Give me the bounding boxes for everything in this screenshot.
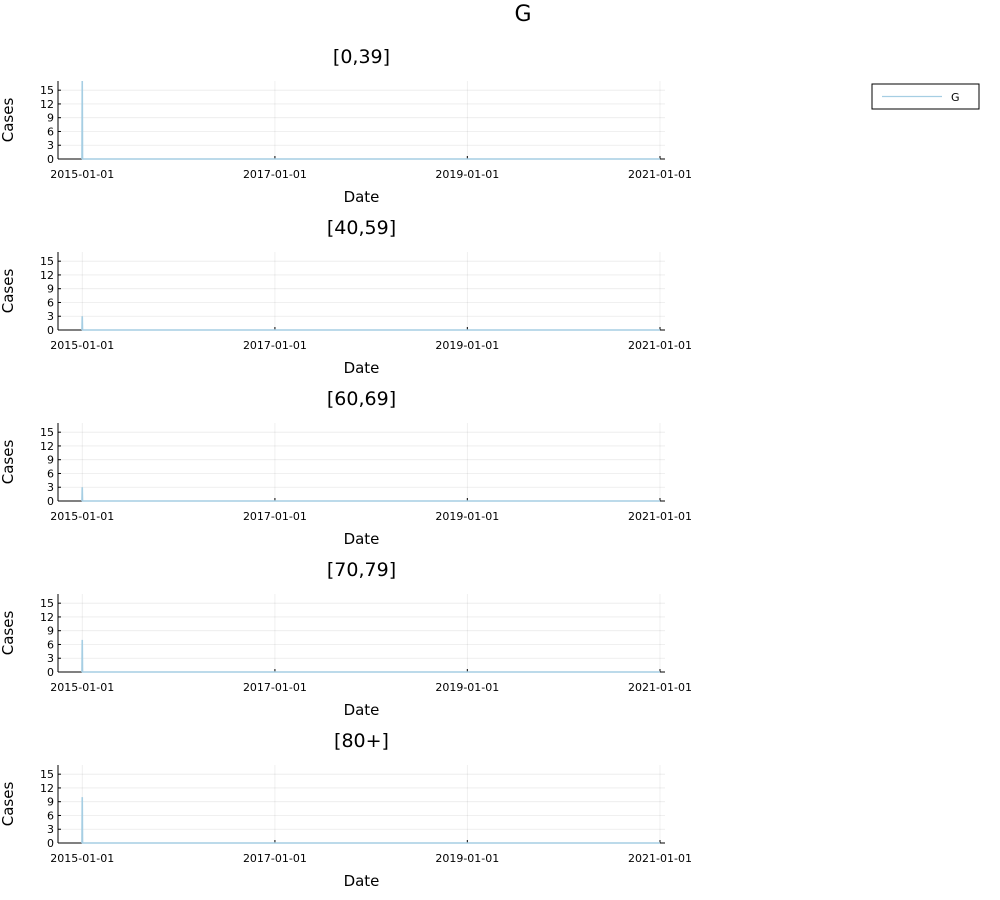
y-tick-label: 15 [40, 426, 54, 439]
subplot-title: [40,59] [327, 217, 396, 239]
y-axis-label: Cases [0, 440, 17, 485]
y-tick-label: 3 [47, 310, 54, 323]
x-tick-label: 2019-01-01 [435, 339, 499, 352]
y-tick-label: 0 [47, 666, 54, 679]
x-axis-label: Date [344, 359, 380, 377]
y-tick-label: 15 [40, 255, 54, 268]
y-tick-label: 12 [40, 611, 54, 624]
series-line [81, 487, 660, 502]
y-tick-label: 6 [47, 638, 54, 651]
y-tick-label: 3 [47, 481, 54, 494]
y-tick-label: 12 [40, 269, 54, 282]
y-tick-label: 15 [40, 84, 54, 97]
y-tick-label: 3 [47, 652, 54, 665]
y-tick-label: 3 [47, 823, 54, 836]
x-tick-label: 2017-01-01 [243, 852, 307, 865]
y-tick-label: 6 [47, 467, 54, 480]
x-tick-label: 2019-01-01 [435, 681, 499, 694]
x-tick-label: 2019-01-01 [435, 510, 499, 523]
y-tick-label: 6 [47, 809, 54, 822]
x-tick-label: 2021-01-01 [628, 510, 692, 523]
x-tick-label: 2021-01-01 [628, 339, 692, 352]
legend: G [871, 83, 980, 110]
y-tick-label: 9 [47, 625, 54, 638]
x-axis-label: Date [344, 188, 380, 206]
y-axis-label: Cases [0, 98, 17, 143]
y-tick-label: 12 [40, 782, 54, 795]
x-tick-label: 2015-01-01 [50, 681, 114, 694]
y-tick-label: 0 [47, 837, 54, 850]
x-tick-label: 2021-01-01 [628, 852, 692, 865]
subplot-title: [70,79] [327, 559, 396, 581]
x-axis-label: Date [344, 872, 380, 890]
x-tick-label: 2015-01-01 [50, 852, 114, 865]
y-tick-label: 9 [47, 796, 54, 809]
y-tick-label: 6 [47, 125, 54, 138]
y-tick-label: 9 [47, 283, 54, 296]
y-tick-label: 6 [47, 296, 54, 309]
series-line [81, 316, 660, 331]
y-tick-label: 0 [47, 495, 54, 508]
y-tick-label: 9 [47, 454, 54, 467]
legend-label: G [951, 91, 960, 104]
y-axis-label: Cases [0, 782, 17, 827]
x-tick-label: 2017-01-01 [243, 339, 307, 352]
y-tick-label: 0 [47, 153, 54, 166]
y-tick-label: 15 [40, 597, 54, 610]
y-tick-label: 12 [40, 440, 54, 453]
y-tick-label: 12 [40, 98, 54, 111]
subplot-title: [80+] [334, 730, 389, 752]
series-line [81, 80, 660, 160]
x-tick-label: 2017-01-01 [243, 510, 307, 523]
y-tick-label: 9 [47, 112, 54, 125]
x-tick-label: 2017-01-01 [243, 681, 307, 694]
x-tick-label: 2021-01-01 [628, 681, 692, 694]
series-line [81, 797, 660, 844]
subplot-title: [60,69] [327, 388, 396, 410]
x-tick-label: 2021-01-01 [628, 168, 692, 181]
x-tick-label: 2019-01-01 [435, 852, 499, 865]
x-axis-label: Date [344, 701, 380, 719]
x-tick-label: 2015-01-01 [50, 510, 114, 523]
x-tick-label: 2015-01-01 [50, 339, 114, 352]
y-tick-label: 3 [47, 139, 54, 152]
x-tick-label: 2017-01-01 [243, 168, 307, 181]
series-line [81, 639, 660, 673]
subplot-title: [0,39] [333, 46, 390, 68]
y-axis-label: Cases [0, 611, 17, 656]
x-axis-label: Date [344, 530, 380, 548]
y-tick-label: 0 [47, 324, 54, 337]
y-tick-label: 15 [40, 768, 54, 781]
figure-title: G [514, 2, 531, 27]
x-tick-label: 2015-01-01 [50, 168, 114, 181]
y-axis-label: Cases [0, 269, 17, 314]
x-tick-label: 2019-01-01 [435, 168, 499, 181]
